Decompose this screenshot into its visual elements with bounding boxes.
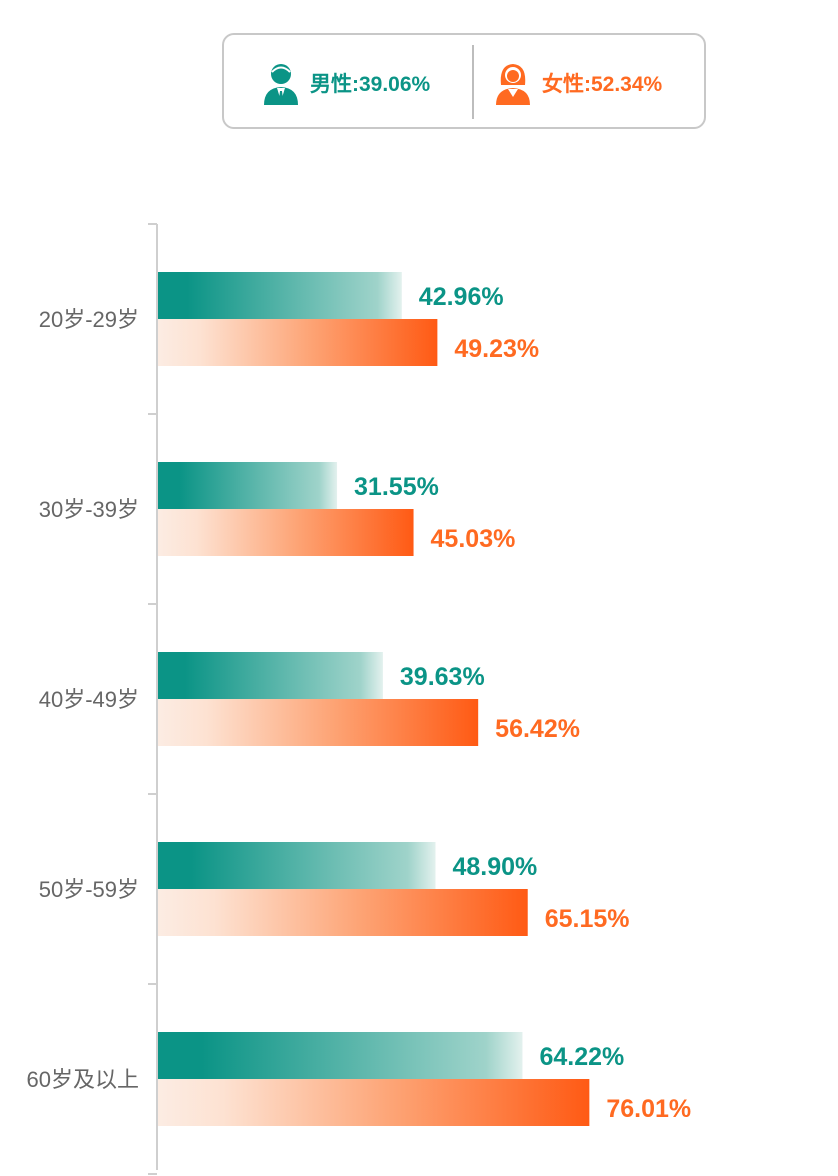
data-label-female: 65.15% <box>545 905 630 933</box>
data-label-female: 56.42% <box>495 715 580 743</box>
data-label-male: 64.22% <box>539 1043 624 1071</box>
bar-female <box>158 509 414 556</box>
bars <box>158 272 590 1126</box>
data-label-male: 39.63% <box>400 663 485 691</box>
bar-female <box>158 1079 590 1126</box>
data-label-male: 31.55% <box>354 473 439 501</box>
data-label-female: 76.01% <box>606 1095 691 1123</box>
data-label-male: 42.96% <box>419 283 504 311</box>
category-label: 30岁-39岁 <box>39 497 139 522</box>
legend-item-female: 女性:52.34% <box>494 61 662 105</box>
female-user-icon <box>496 64 530 105</box>
category-label: 60岁及以上 <box>27 1067 139 1092</box>
bar-female <box>158 319 438 366</box>
bar-male <box>158 1032 523 1079</box>
data-label-female: 49.23% <box>454 335 539 363</box>
data-label-male: 48.90% <box>453 853 538 881</box>
legend-label-female: 女性:52.34% <box>542 73 663 96</box>
data-label-female: 45.03% <box>431 525 516 553</box>
category-label: 50岁-59岁 <box>39 877 139 902</box>
y-axis <box>148 223 158 1175</box>
bar-male <box>158 462 338 509</box>
legend-item-male: 男性:39.06% <box>262 61 430 105</box>
labels: 20岁-29岁 42.96% 49.23% 30岁-39岁 31.55% 45.03% 40… <box>27 283 692 1123</box>
category-label: 20岁-29岁 <box>39 307 139 332</box>
legend: 男性:39.06% 女性:52.34% <box>222 33 706 129</box>
male-user-icon <box>264 64 298 105</box>
bar-female <box>158 699 479 746</box>
legend-label-male: 男性:39.06% <box>310 73 431 96</box>
bar-male <box>158 652 383 699</box>
legend-divider <box>472 45 474 119</box>
category-label: 40岁-49岁 <box>39 687 139 712</box>
bar-female <box>158 889 528 936</box>
bar-male <box>158 842 436 889</box>
bar-male <box>158 272 402 319</box>
